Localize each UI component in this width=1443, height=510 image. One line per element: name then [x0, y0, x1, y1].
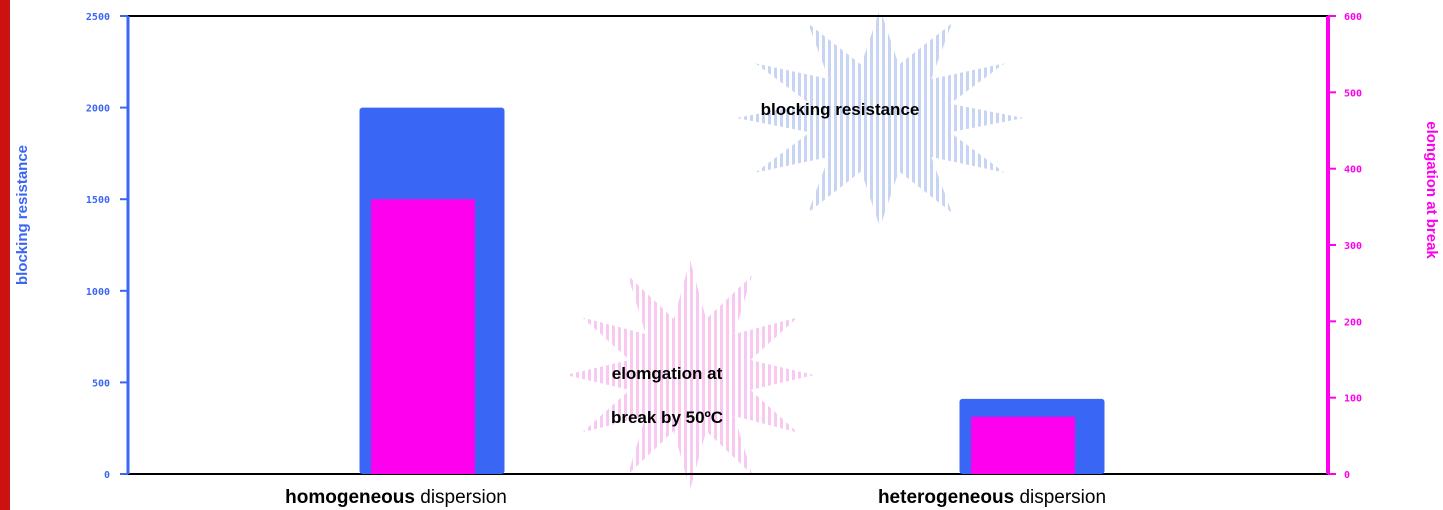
category-label-rest: dispersion — [420, 487, 507, 508]
left-tick-label: 2000 — [86, 104, 110, 115]
bar-elongation-at-break — [371, 199, 475, 474]
category-label-bold: homogeneous — [285, 487, 420, 508]
category-label-bold: heterogeneous — [878, 487, 1019, 508]
annotation-elongation: elomgation at — [612, 364, 723, 383]
left-tick-label: 1500 — [86, 195, 110, 206]
bar-elongation-at-break — [971, 417, 1075, 474]
annotation-blocking-resistance: blocking resistance — [761, 100, 920, 119]
right-tick-label: 100 — [1344, 394, 1362, 405]
left-tick-label: 500 — [92, 378, 110, 389]
category-label: heterogeneous dispersion — [878, 487, 1106, 508]
right-tick-label: 200 — [1344, 317, 1362, 328]
right-tick-label: 600 — [1344, 12, 1362, 23]
left-axis-title: blocking resistance — [14, 145, 31, 285]
right-tick-label: 0 — [1344, 470, 1350, 481]
annotation-elongation: break by 50ºC — [611, 408, 723, 427]
left-tick-label: 1000 — [86, 287, 110, 298]
right-axis-title: elongation at break — [1423, 121, 1440, 259]
right-tick-label: 300 — [1344, 241, 1362, 252]
right-tick-label: 500 — [1344, 88, 1362, 99]
left-tick-label: 2500 — [86, 12, 110, 23]
right-tick-label: 400 — [1344, 165, 1362, 176]
left-tick-label: 0 — [104, 470, 110, 481]
category-label-rest: dispersion — [1019, 487, 1106, 508]
category-label: homogeneous dispersion — [285, 487, 507, 508]
